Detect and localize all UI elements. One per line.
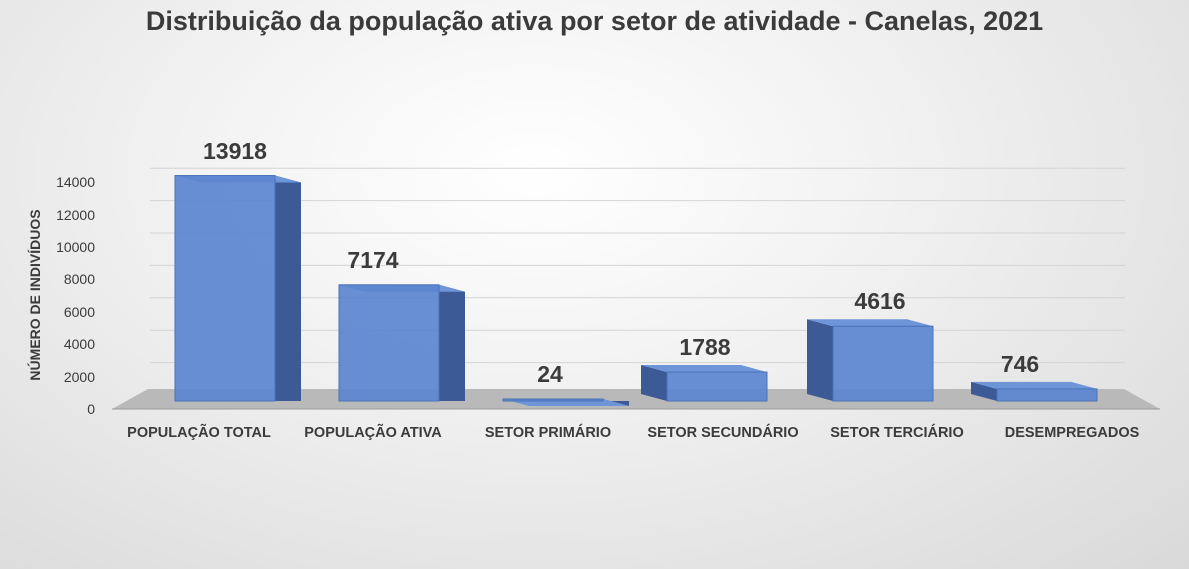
bar-5: [971, 381, 1098, 402]
chart-title: Distribuição da população ativa por seto…: [145, 6, 1044, 36]
bar-side: [807, 319, 833, 401]
bar-top: [641, 365, 767, 373]
bar-front: [996, 388, 1098, 402]
y-tick-label: 10000: [56, 239, 95, 255]
bar-front: [502, 398, 604, 402]
x-tick-label: POPULAÇÃO TOTAL: [127, 425, 271, 441]
y-tick-label: 4000: [63, 336, 95, 353]
bar-4: [807, 319, 934, 402]
data-label: 4616: [854, 288, 906, 315]
bar-0: [174, 175, 301, 402]
bar-side: [641, 365, 667, 401]
bar-front: [174, 175, 276, 402]
bar-front: [338, 284, 440, 402]
bar-side: [439, 284, 465, 401]
x-tick-label: SETOR PRIMÁRIO: [484, 425, 612, 441]
gridlines: [150, 167, 1125, 364]
bar-2: [502, 398, 629, 406]
y-tick-label: 8000: [63, 271, 95, 288]
bar-3: [641, 365, 768, 402]
bar-side: [971, 381, 997, 401]
y-tick-label: 2000: [63, 368, 95, 385]
bar-front: [666, 371, 768, 402]
y-tick-label: 6000: [63, 303, 95, 320]
data-label: 7174: [347, 246, 399, 273]
bar-side: [275, 175, 301, 401]
bar-top: [971, 381, 1097, 389]
bar-front: [832, 325, 934, 402]
data-label: 24: [537, 361, 563, 387]
data-label: 746: [1000, 350, 1040, 377]
bar-1: [338, 284, 465, 402]
y-tick-label: 14000: [56, 174, 95, 191]
data-label: 1788: [679, 334, 731, 361]
x-tick-label: POPULAÇÃO ATIVA: [304, 425, 442, 441]
bar-top: [807, 319, 933, 327]
x-tick-label: SETOR TERCIÁRIO: [830, 425, 964, 441]
data-label: 13918: [203, 137, 267, 164]
y-tick-label: 12000: [56, 206, 95, 223]
x-tick-label: DESEMPREGADOS: [1004, 425, 1140, 441]
y-tick-label: 0: [87, 401, 95, 417]
x-tick-label: SETOR SECUNDÁRIO: [647, 425, 799, 441]
